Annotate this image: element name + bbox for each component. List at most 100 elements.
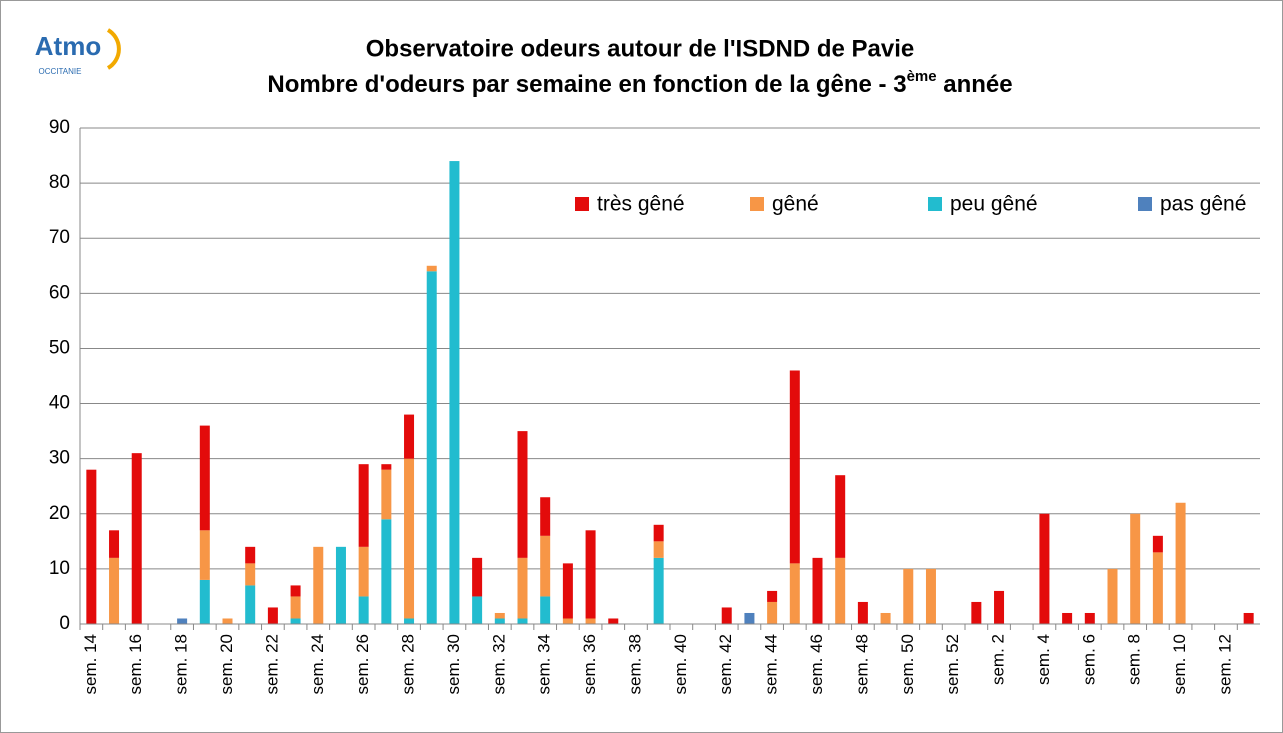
bar-segment <box>925 568 936 624</box>
x-tick-label: sem. 44 <box>762 634 781 694</box>
bar-segment <box>245 546 256 564</box>
bar-segment <box>517 431 528 558</box>
y-tick-label: 0 <box>59 613 70 634</box>
bar-segment <box>109 557 120 624</box>
bar-segment <box>653 557 664 624</box>
bar-segment <box>812 557 823 624</box>
x-tick-label: sem. 8 <box>1125 634 1144 685</box>
y-tick-label: 20 <box>49 503 70 524</box>
bar-segment <box>857 601 868 624</box>
bar-segment <box>131 453 142 624</box>
bar-segment <box>653 524 664 542</box>
x-tick-label: sem. 40 <box>671 634 690 694</box>
x-tick-label: sem. 52 <box>943 634 962 694</box>
bar-segment <box>767 601 778 624</box>
logo-arc <box>106 28 121 70</box>
bar-segment <box>494 612 505 619</box>
bar-segment <box>540 596 551 624</box>
bar-segment <box>245 585 256 624</box>
x-tick-label: sem. 4 <box>1034 634 1053 685</box>
chart-title: Observatoire odeurs autour de l'ISDND de… <box>366 35 915 62</box>
bar-segment <box>358 546 369 597</box>
bar-segment <box>404 618 415 624</box>
bar-segment <box>1062 612 1073 624</box>
subtitle-end: année <box>937 71 1013 98</box>
x-tick-label: sem. 30 <box>444 634 463 694</box>
bar-segment <box>562 563 573 619</box>
bar-segment <box>494 618 505 624</box>
x-tick-label: sem. 16 <box>126 634 145 694</box>
bar-segment <box>767 590 778 602</box>
x-tick-label: sem. 50 <box>898 634 917 694</box>
bar-segment <box>585 530 596 619</box>
bar-segment <box>290 618 301 624</box>
bar-segment <box>1084 612 1095 624</box>
legend-label: peu gêné <box>950 193 1038 216</box>
bar-segment <box>562 618 573 624</box>
bar-segment <box>449 161 460 625</box>
bar-segment <box>472 557 483 597</box>
x-tick-label: sem. 36 <box>580 634 599 694</box>
y-tick-label: 60 <box>49 282 70 303</box>
bar-segment <box>653 541 664 558</box>
bar-segment <box>358 464 369 547</box>
legend-label: pas gêné <box>1160 193 1246 216</box>
bar-segment <box>245 563 256 586</box>
bar-segment <box>109 530 120 558</box>
bar-segment <box>1130 513 1141 624</box>
x-tick-label: sem. 20 <box>217 634 236 694</box>
x-tick-label: sem. 28 <box>399 634 418 694</box>
legend-swatch <box>750 197 764 211</box>
bar-segment <box>199 579 210 624</box>
bar-segment <box>789 563 800 624</box>
x-tick-label: sem. 32 <box>489 634 508 694</box>
bar-segment <box>177 618 188 624</box>
bar-segment <box>835 475 846 558</box>
bar-segment <box>880 612 891 624</box>
y-tick-label: 40 <box>49 393 70 414</box>
bar-segment <box>267 607 278 624</box>
bar-segment <box>404 458 415 619</box>
y-tick-label: 80 <box>49 172 70 193</box>
bar-segment <box>903 568 914 624</box>
bar-segment <box>1107 568 1118 624</box>
bar-segment <box>222 618 233 624</box>
x-tick-label: sem. 22 <box>262 634 281 694</box>
bar-segment <box>744 612 755 624</box>
x-tick-label: sem. 12 <box>1215 634 1234 694</box>
legend-swatch <box>928 197 942 211</box>
logo-sub: OCCITANIE <box>39 67 82 76</box>
x-tick-label: sem. 2 <box>989 634 1008 685</box>
legend-swatch <box>1138 197 1152 211</box>
logo: Atmo <box>35 31 101 61</box>
subtitle-sup: ème <box>907 68 937 85</box>
x-tick-label: sem. 26 <box>353 634 372 694</box>
bar-segment <box>381 469 392 520</box>
x-tick-label: sem. 18 <box>172 634 191 694</box>
legend-swatch <box>575 197 589 211</box>
y-tick-label: 70 <box>49 227 70 248</box>
y-tick-label: 50 <box>49 337 70 358</box>
bar-segment <box>86 469 97 624</box>
x-tick-label: sem. 42 <box>716 634 735 694</box>
legend-label: très gêné <box>597 193 685 216</box>
bar-segment <box>517 618 528 624</box>
bar-segment <box>585 618 596 624</box>
bar-segment <box>540 535 551 597</box>
x-tick-label: sem. 24 <box>308 634 327 694</box>
bar-segment <box>358 596 369 624</box>
x-tick-label: sem. 48 <box>852 634 871 694</box>
subtitle-main: Nombre d'odeurs par semaine en fonction … <box>267 71 906 98</box>
bar-segment <box>1175 502 1186 624</box>
x-tick-label: sem. 38 <box>625 634 644 694</box>
bar-segment <box>540 497 551 536</box>
bar-segment <box>199 425 210 531</box>
bar-segment <box>290 596 301 619</box>
bar-segment <box>381 464 392 470</box>
bar-segment <box>1152 535 1163 553</box>
bar-segment <box>199 530 210 580</box>
bar-segment <box>1039 513 1050 624</box>
bar-segment <box>1243 612 1254 624</box>
legend-label: gêné <box>772 193 819 216</box>
